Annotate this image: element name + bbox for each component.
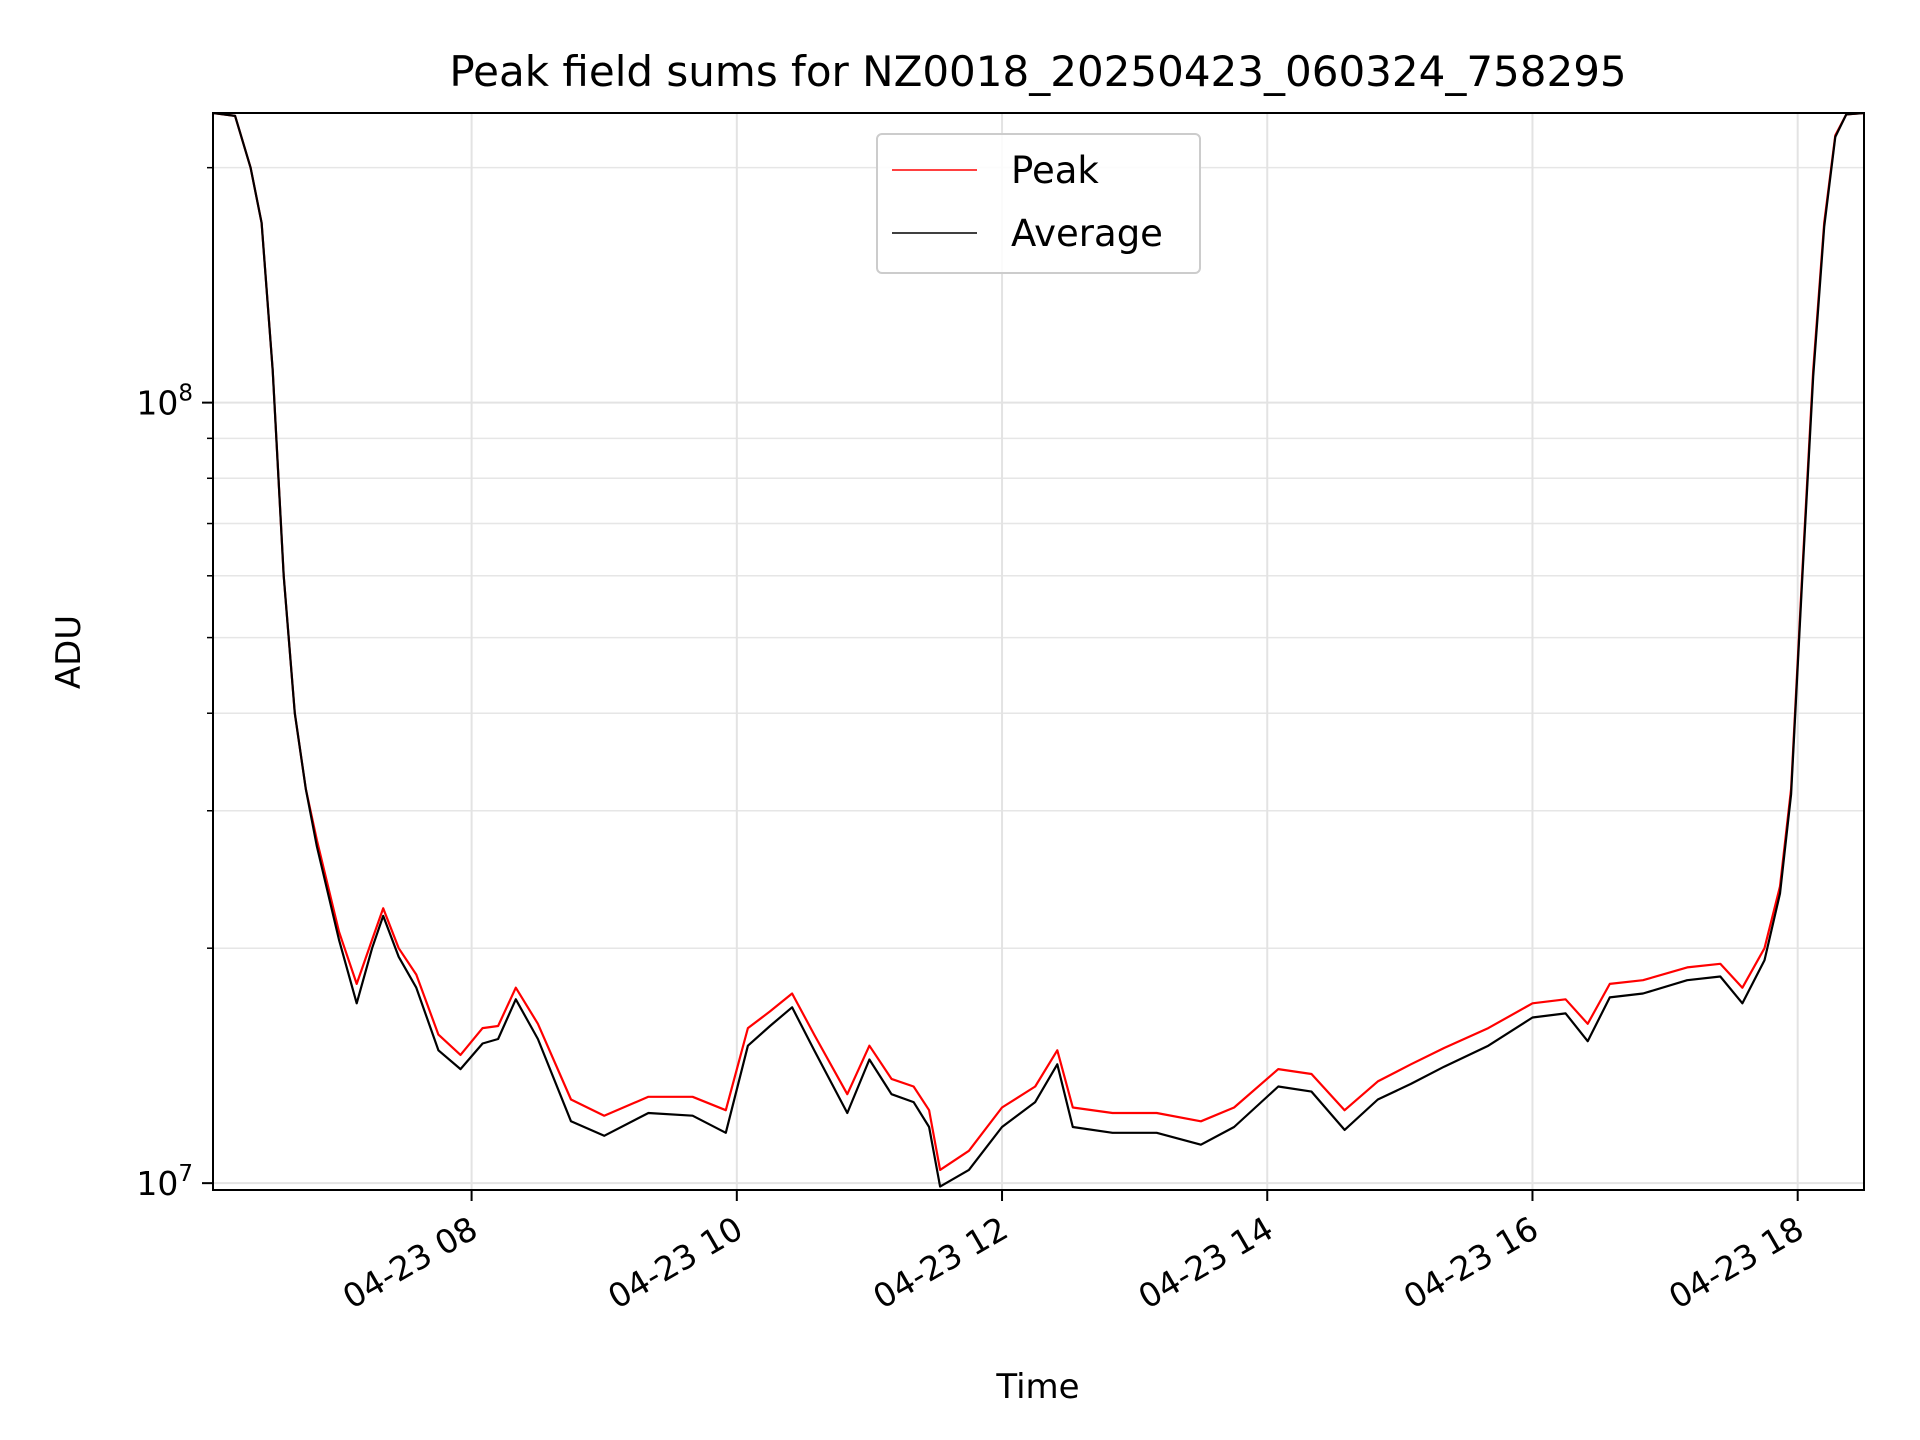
y-tick-label: 108 [136,381,193,423]
plot-lines [213,113,1864,1188]
series-line-peak [213,113,1864,1172]
y-axis: 107 108 [136,166,213,1203]
series-line-average [213,113,1864,1188]
grid [213,113,1864,1190]
x-axis-title: Time [995,1367,1079,1407]
legend-box [876,133,1201,274]
legend: Peak Average [876,133,1201,274]
y-axis-title: ADU [49,615,89,689]
legend-label-average: Average [1011,212,1163,255]
legend-label-peak: Peak [1011,149,1099,192]
axes-frame [212,112,1865,1191]
chart-title: Peak field sums for NZ0018_20250423_0603… [449,47,1626,96]
y-tick-label: 107 [136,1161,193,1203]
